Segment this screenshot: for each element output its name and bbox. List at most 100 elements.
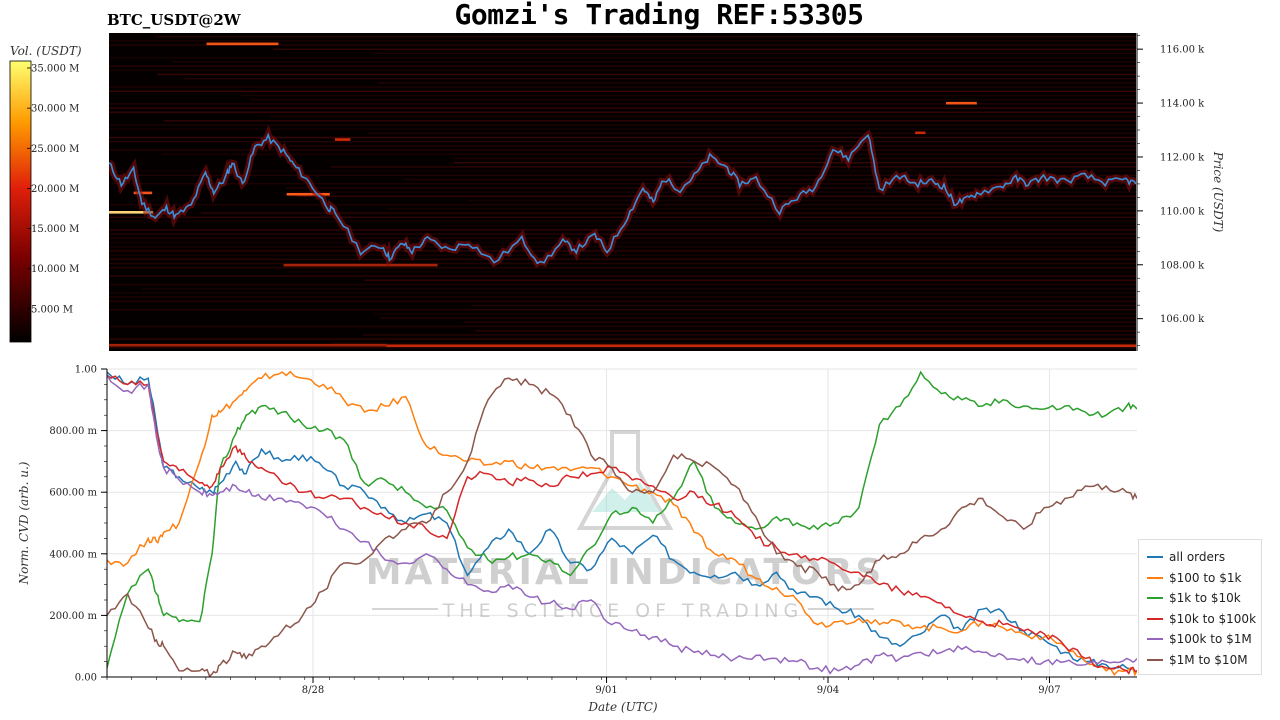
colorbar: Vol. (USDT) 35.000 M 30.000 M 25.000 M 20.0… [9, 44, 82, 343]
heatmap-band [109, 111, 1136, 113]
heatmap-band [380, 317, 1136, 319]
legend-label: $1M to $10M [1169, 652, 1248, 667]
x-tick-label: 9/07 [1038, 685, 1060, 696]
heatmap-band [109, 44, 1136, 46]
heatmap-band [109, 309, 1136, 311]
heatmap-panel: 116.00 k 114.00 k 112.00 k 110.00 k 108.00 k… [109, 33, 1225, 352]
heatmap-band [109, 246, 1136, 248]
chart-symbol-label: BTC_USDT@2W [107, 11, 241, 29]
colorbar-tick-label: 10.000 M [31, 264, 79, 275]
heatmap-band [363, 334, 1136, 336]
heatmap-band [109, 141, 1136, 143]
heatmap-band [109, 174, 1136, 176]
heatmap-band [452, 157, 1136, 160]
heatmap-band [330, 342, 1136, 344]
colorbar-tick-label: 25.000 M [31, 144, 79, 155]
y-tick-label: 200.00 m [49, 611, 97, 622]
heatmap-band [155, 36, 1136, 38]
heatmap-band [441, 225, 1136, 227]
heatmap-band [109, 325, 1136, 328]
colorbar-tick-label: 5.000 M [31, 304, 73, 315]
y-tick-label: 0.00 [75, 673, 97, 684]
heatmap-band [109, 69, 1136, 71]
y-axis-label: Norm. CVD (arb. u.) [17, 461, 31, 585]
legend-label: $10k to $100k [1169, 611, 1257, 626]
colorbar-label: Vol. (USDT) [10, 44, 82, 58]
heatmap-band [364, 279, 1136, 281]
series-line-usd1k-10k [107, 370, 1137, 668]
watermark-subtitle: THE SCIENCE OF TRADING [442, 600, 804, 622]
orderbook-level [946, 101, 977, 105]
page-title: Gomzi's Trading REF:53305 [454, 0, 864, 31]
orderbook-level [109, 211, 154, 214]
x-tick-label: 9/04 [817, 685, 839, 696]
heatmap-background [109, 33, 1136, 351]
heatmap-band [109, 346, 1136, 349]
legend-swatch [1147, 556, 1163, 559]
heatmap-band [109, 237, 1136, 239]
heatmap-band [109, 124, 1136, 126]
watermark-title: MATERIAL INDICATORS [366, 552, 885, 593]
legend-label: all orders [1169, 550, 1226, 565]
orderbook-level [286, 192, 330, 196]
colorbar-gradient [9, 60, 32, 343]
heatmap-band [471, 304, 1136, 307]
legend-label: $100k to $1M [1169, 632, 1252, 647]
heatmap-band [109, 258, 1136, 260]
legend-item-usd1k-10k: $1k to $10k [1139, 588, 1261, 609]
watermark-flask-icon [576, 430, 674, 530]
legend-item-usd1m-10m: $1M to $10M [1139, 650, 1261, 671]
heatmap-band [241, 94, 1136, 97]
heatmap-band [109, 216, 1136, 218]
orderbook-level [915, 131, 926, 135]
heatmap-band [109, 250, 1136, 252]
heatmap-band [285, 187, 1136, 189]
heatmap-band [109, 57, 1136, 59]
y-tick-label: 600.00 m [49, 488, 97, 499]
heatmap-band [367, 132, 1136, 134]
price-line [109, 132, 1136, 265]
series-line-usd1m-10m [107, 377, 1137, 677]
heatmap-band [109, 283, 1136, 286]
heatmap-band [310, 351, 1136, 352]
colorbar-tick-label: 30.000 M [31, 104, 79, 115]
y-tick-label: 1.00 [75, 365, 97, 376]
heatmap-band [109, 170, 1136, 172]
price-tick-label: 112.00 k [1160, 152, 1205, 163]
heatmap-band [109, 300, 1136, 302]
heatmap-band [109, 86, 1136, 88]
heatmap-band [109, 292, 1136, 294]
heatmap-band [161, 153, 1136, 155]
heatmap-band [289, 145, 1136, 147]
colorbar-tick-label: 15.000 M [31, 224, 79, 235]
cvd-panel: MATERIAL INDICATORS THE SCIENCE OF TRADI… [17, 365, 1137, 714]
heatmap-band [109, 40, 1136, 42]
price-tick-label: 116.00 k [1160, 45, 1205, 56]
price-tick-label: 106.00 k [1160, 314, 1205, 325]
heatmap-band [109, 107, 1136, 109]
legend-item-usd100k-1m: $100k to $1M [1139, 629, 1261, 650]
heatmap-band [109, 241, 1136, 244]
heatmap-band [109, 267, 1136, 269]
legend-item-all-orders: all orders [1139, 547, 1261, 568]
heatmap-band [453, 162, 1136, 164]
heatmap-band [371, 52, 1136, 55]
legend-item-usd100-1k: $100 to $1k [1139, 568, 1261, 589]
orderbook-level [386, 344, 1136, 348]
legend-swatch [1147, 597, 1163, 600]
heatmap-band [109, 296, 1136, 298]
heatmap-band [109, 128, 1136, 130]
orderbook-level [283, 263, 438, 267]
heatmap-band [109, 262, 1136, 265]
cvd-plot-area [107, 369, 1137, 677]
y-tick-label: 800.00 m [49, 426, 97, 437]
heatmap-band [111, 183, 1136, 185]
heatmap-band [109, 338, 1136, 340]
heatmap-band [296, 195, 1136, 197]
heatmap-band [403, 178, 1136, 181]
heatmap-band [109, 254, 1136, 256]
series-line-usd10k-100k [107, 374, 1137, 675]
price-axis-label: Price (USDT) [1211, 151, 1225, 233]
series-line-usd100-1k [107, 370, 1137, 677]
price-tick-label: 108.00 k [1160, 260, 1205, 271]
